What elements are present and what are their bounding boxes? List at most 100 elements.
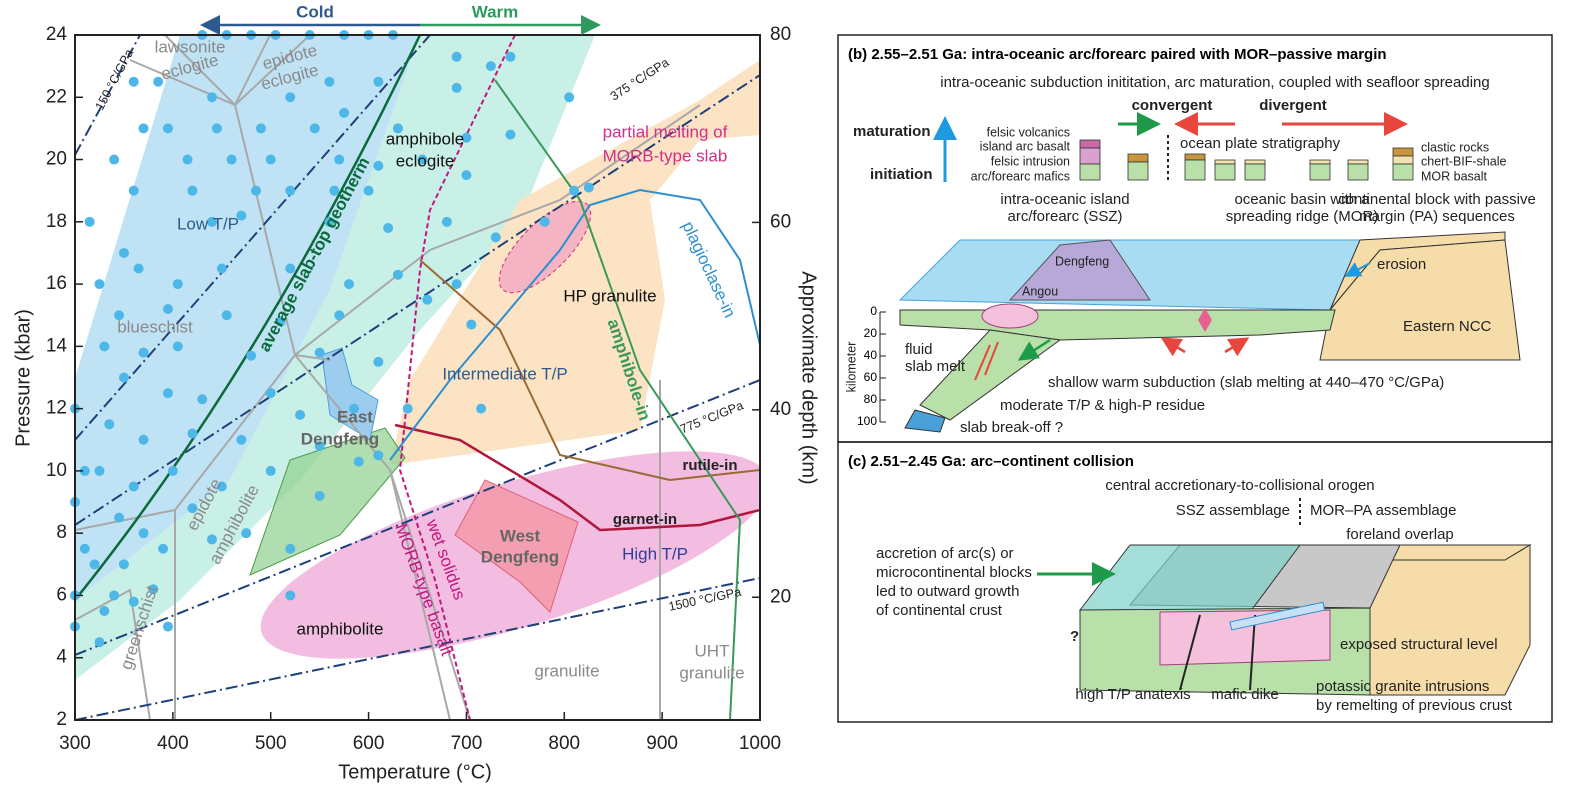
data-point bbox=[295, 409, 306, 420]
label: shallow warm subduction (slab melting at… bbox=[1048, 374, 1444, 391]
data-point bbox=[104, 419, 115, 430]
label: intra-oceanic island bbox=[1000, 191, 1129, 208]
panel-title: (c) 2.51–2.45 Ga: arc–continent collisio… bbox=[848, 453, 1134, 470]
data-point bbox=[128, 76, 139, 87]
data-point bbox=[265, 388, 276, 399]
annotation: Dengfeng bbox=[301, 429, 379, 448]
data-point bbox=[324, 216, 335, 227]
data-point bbox=[207, 534, 217, 545]
arc-mountain bbox=[1008, 239, 1151, 301]
column bbox=[1184, 153, 1206, 161]
x-tick-label: 700 bbox=[451, 733, 483, 754]
annotation: 775 °C/GPa bbox=[678, 398, 745, 436]
depth-tick-label: 40 bbox=[864, 348, 878, 362]
continent-side bbox=[1319, 239, 1521, 361]
annotation: UHT bbox=[695, 641, 730, 660]
data-point bbox=[348, 403, 359, 414]
label: MOR basalt bbox=[1421, 169, 1488, 183]
data-point bbox=[109, 154, 120, 165]
data-point bbox=[373, 450, 384, 461]
data-point bbox=[99, 341, 110, 352]
label: arc/forearc mafics bbox=[971, 169, 1070, 183]
x-tick-label: 400 bbox=[157, 733, 189, 754]
y-tick-label: 2 bbox=[56, 709, 67, 730]
data-point bbox=[373, 76, 384, 87]
data-point bbox=[128, 481, 139, 492]
rutile-in bbox=[419, 259, 760, 482]
label: felsic intrusion bbox=[991, 154, 1070, 168]
small-field bbox=[321, 347, 379, 441]
data-point bbox=[79, 465, 90, 476]
label: central accretionary-to-collisional orog… bbox=[1105, 477, 1374, 494]
depth-tick-label: 60 bbox=[864, 370, 878, 384]
data-point bbox=[265, 465, 276, 476]
data-point bbox=[251, 185, 262, 196]
data-point bbox=[505, 51, 516, 62]
label: convergent bbox=[1132, 97, 1213, 114]
data-point bbox=[461, 170, 472, 181]
data-point bbox=[236, 434, 247, 445]
partial-melt-field bbox=[498, 200, 592, 294]
data-point bbox=[285, 263, 296, 274]
facies-line bbox=[129, 59, 331, 361]
label: slab melt bbox=[905, 358, 966, 375]
data-point bbox=[128, 596, 139, 607]
label: MOR–PA assemblage bbox=[1310, 502, 1456, 519]
ridge bbox=[1198, 308, 1212, 332]
data-point bbox=[417, 154, 428, 165]
hp-granulite-field bbox=[390, 60, 760, 465]
east-dengfeng bbox=[249, 427, 406, 576]
column bbox=[1347, 163, 1369, 181]
data-point bbox=[158, 543, 169, 554]
data-point bbox=[148, 584, 159, 595]
annotation: East bbox=[337, 407, 373, 426]
geotherm-775 bbox=[75, 379, 760, 656]
x-tick-label: 300 bbox=[59, 733, 91, 754]
data-point bbox=[275, 316, 286, 327]
data-point bbox=[265, 154, 276, 165]
subduction-arrow bbox=[1017, 338, 1051, 361]
data-point bbox=[485, 61, 496, 72]
column bbox=[1214, 159, 1236, 165]
label: foreland overlap bbox=[1346, 526, 1454, 543]
annotation: amphibole bbox=[386, 129, 464, 148]
label: felsic volcanics bbox=[987, 125, 1070, 139]
orogen-core bbox=[1159, 609, 1331, 666]
label: ? bbox=[1070, 628, 1079, 645]
data-point bbox=[539, 216, 550, 227]
facies-line bbox=[75, 588, 151, 720]
y2-axis-title: Approximate depth (km) bbox=[798, 271, 820, 484]
data-point bbox=[392, 269, 403, 280]
data-point bbox=[314, 490, 325, 501]
structural-level bbox=[1229, 601, 1326, 631]
label: initiation bbox=[870, 166, 933, 183]
low-tp-field bbox=[75, 35, 420, 600]
annotation: lawsonite bbox=[155, 37, 226, 56]
label: spreading ridge (MOR) bbox=[1226, 208, 1379, 225]
label: margin (PA) sequences bbox=[1359, 208, 1515, 225]
data-point bbox=[187, 428, 198, 439]
annotation: MORB-type slab bbox=[603, 146, 728, 165]
data-point bbox=[94, 279, 105, 290]
data-point bbox=[461, 132, 472, 143]
label: clastic rocks bbox=[1421, 140, 1489, 154]
column bbox=[1347, 159, 1369, 165]
x-tick-label: 500 bbox=[255, 733, 287, 754]
x-tick-label: 900 bbox=[646, 733, 678, 754]
data-point bbox=[490, 232, 501, 243]
data-point bbox=[314, 441, 325, 451]
annotation: granulite bbox=[679, 663, 744, 682]
data-point bbox=[84, 216, 95, 227]
data-point bbox=[118, 559, 129, 570]
label: Eastern NCC bbox=[1403, 318, 1492, 335]
scatter-points bbox=[70, 30, 594, 648]
amphibole-in bbox=[494, 79, 742, 720]
data-point bbox=[216, 263, 227, 274]
label: oceanic basin with a bbox=[1234, 191, 1370, 208]
label: high T/P anatexis bbox=[1075, 686, 1190, 703]
y-tick-label: 6 bbox=[56, 584, 67, 605]
column bbox=[1244, 163, 1266, 181]
data-point bbox=[162, 123, 173, 134]
y-tick-label: 24 bbox=[46, 24, 68, 45]
